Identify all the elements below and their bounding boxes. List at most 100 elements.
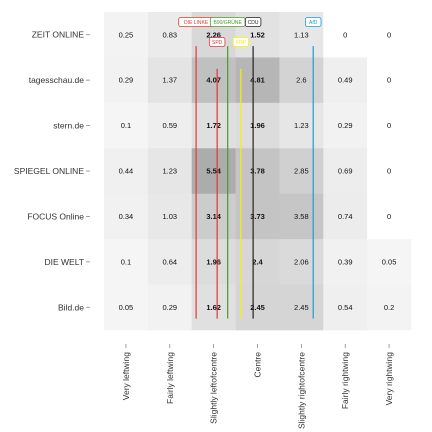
cell-value-label: 0 xyxy=(387,30,391,39)
party-tag: DIE LINKE xyxy=(178,17,214,27)
cell-value-label: 0.25 xyxy=(119,30,134,39)
heatmap-cell xyxy=(104,12,149,58)
party-tag-label: CDU xyxy=(248,20,259,26)
column-label: Very leftwing xyxy=(121,352,131,400)
row-label: ZEIT ONLINE xyxy=(32,30,85,40)
row-labels-layer: ZEIT ONLINE tagesschau.de stern.de SPIEGEL … xyxy=(14,30,90,312)
party-tag-label: B90/GRÜNE xyxy=(214,19,243,26)
cell-value-label: 5.54 xyxy=(206,167,221,176)
cell-value-label: 0.29 xyxy=(119,76,134,85)
row-label: FOCUS Online xyxy=(27,211,84,221)
cell-value-label: 0.2 xyxy=(384,303,394,312)
cell-value-label: 0.05 xyxy=(382,257,397,266)
party-tag-box xyxy=(232,37,250,47)
heatmap-cell xyxy=(279,148,324,195)
heatmap-cell xyxy=(279,57,324,104)
heatmap-cell xyxy=(367,12,412,58)
cell-value-label: 0.54 xyxy=(338,303,353,312)
heatmap-cell xyxy=(367,284,412,331)
cell-value-label: 1.96 xyxy=(250,121,265,130)
party-tag-box xyxy=(244,17,262,27)
cell-value-label: 2.45 xyxy=(294,303,309,312)
row-label: DIE WELT xyxy=(44,257,84,267)
heatmap-cell xyxy=(191,148,236,195)
cell-value-label: 1.96 xyxy=(206,257,221,266)
row-label: stern.de xyxy=(53,121,84,131)
row-label: SPIEGEL ONLINE xyxy=(14,166,84,176)
heatmap-cell xyxy=(367,148,412,195)
heatmap-cell xyxy=(235,102,280,149)
heatmap-cell xyxy=(323,239,368,285)
party-tag-box xyxy=(208,37,226,47)
heatmap-cell xyxy=(147,57,193,104)
column-label: Very rightwing xyxy=(384,352,394,406)
party-tag-label: SPD xyxy=(212,40,223,46)
row-label: tagesschau.de xyxy=(29,75,85,85)
heatmap-cell xyxy=(367,239,412,285)
cell-value-label: 0 xyxy=(387,167,391,176)
cell-value-label: 4.07 xyxy=(206,76,221,85)
heatmap-cell xyxy=(279,239,324,285)
cell-value-label: 3.58 xyxy=(294,212,309,221)
heatmap-cell xyxy=(104,148,149,195)
cell-value-label: 0 xyxy=(343,30,347,39)
cell-value-label: 4.81 xyxy=(250,76,265,85)
heatmap-cell xyxy=(235,284,280,331)
column-label: Fairly leftwing xyxy=(165,352,175,404)
heatmap-cell xyxy=(323,193,368,240)
heatmap-cell xyxy=(147,284,193,331)
cell-value-label: 2.85 xyxy=(294,167,309,176)
values-layer: 0.25 0.83 2.26 1.52 1.13 0 0 0.29 1.37 4.07 4.81 2.… xyxy=(119,30,397,312)
heatmap-cell xyxy=(147,148,193,195)
heatmap-cell xyxy=(323,148,368,195)
party-tag: AfD xyxy=(304,17,322,27)
cell-value-label: 1.03 xyxy=(162,212,177,221)
heatmap-cell xyxy=(191,239,236,285)
cell-value-label: 0.29 xyxy=(338,121,353,130)
cell-value-label: 0.05 xyxy=(119,303,134,312)
heatmap-cell xyxy=(367,193,412,240)
party-tag-label: DIE LINKE xyxy=(184,20,209,26)
party-tag: CDU xyxy=(244,17,262,27)
heatmap-cell xyxy=(235,148,280,195)
party-tag-label: FDP xyxy=(236,40,247,46)
cell-value-label: 2.4 xyxy=(252,257,263,266)
heatmap-cell xyxy=(191,102,236,149)
cell-value-label: 0 xyxy=(387,121,391,130)
cell-value-label: 0.39 xyxy=(338,257,353,266)
heatmap-cell xyxy=(367,102,412,149)
heatmap-cell xyxy=(235,239,280,285)
row-label: Bild.de xyxy=(58,302,84,312)
heatmap-cell xyxy=(104,102,149,149)
cell-value-label: 2.6 xyxy=(296,76,306,85)
cell-value-label: 0.1 xyxy=(121,121,131,130)
heatmap-cell xyxy=(323,57,368,104)
heatmap-cell xyxy=(147,102,193,149)
heatmap-cell xyxy=(279,284,324,331)
cell-value-label: 0.59 xyxy=(162,121,177,130)
cell-value-label: 1.23 xyxy=(162,167,177,176)
column-labels-layer: Very leftwing Fairly leftwing Slightly lef… xyxy=(121,344,394,429)
heatmap-cell xyxy=(191,57,236,104)
column-label: Fairly rightwing xyxy=(340,352,350,409)
party-tag: SPD xyxy=(208,37,226,47)
cell-value-label: 1.23 xyxy=(294,121,309,130)
heatmap-cell xyxy=(191,193,236,240)
heatmap-cell xyxy=(147,239,193,285)
cell-value-label: 0.29 xyxy=(162,303,177,312)
cell-value-label: 3.78 xyxy=(250,167,265,176)
heatmap-cell xyxy=(147,193,193,240)
cell-value-label: 1.72 xyxy=(206,121,221,130)
heatmap-cell xyxy=(279,102,324,149)
column-label: Slightly rightofcentre xyxy=(296,352,306,429)
cell-value-label: 0 xyxy=(387,76,391,85)
cell-value-label: 1.37 xyxy=(162,76,177,85)
cell-value-label: 0.74 xyxy=(338,212,353,221)
cell-value-label: 2.45 xyxy=(250,303,265,312)
cell-value-label: 0.64 xyxy=(162,257,177,266)
heatmap-cell xyxy=(323,12,368,58)
heatmap-cell xyxy=(235,57,280,104)
party-tag-label: AfD xyxy=(309,20,318,26)
heatmap-cell xyxy=(104,284,149,331)
